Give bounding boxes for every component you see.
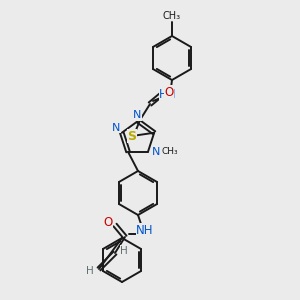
Text: H: H xyxy=(120,246,128,256)
Text: S: S xyxy=(128,130,136,142)
Text: H: H xyxy=(86,266,94,276)
Text: N: N xyxy=(152,147,160,157)
Text: CH₃: CH₃ xyxy=(163,11,181,21)
Text: CH₃: CH₃ xyxy=(162,147,178,156)
Text: O: O xyxy=(164,85,174,98)
Text: N: N xyxy=(133,110,141,120)
Text: NH: NH xyxy=(136,224,154,236)
Text: HN: HN xyxy=(159,88,177,100)
Text: O: O xyxy=(103,217,112,230)
Text: N: N xyxy=(112,123,120,133)
